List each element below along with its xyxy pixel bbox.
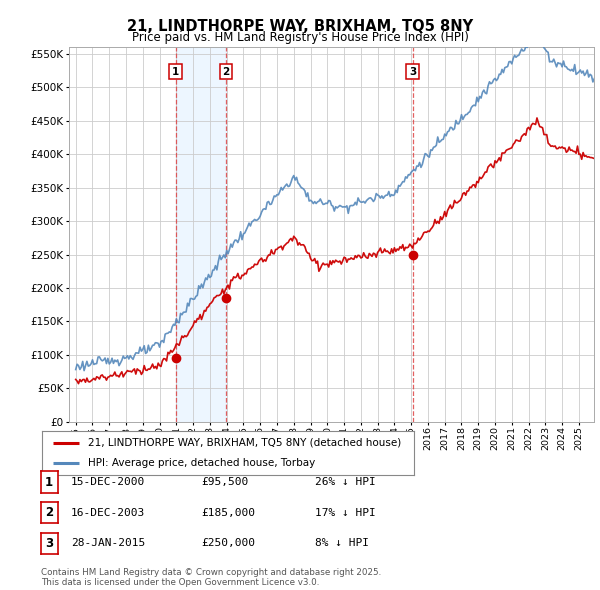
Bar bbox=[176, 47, 226, 422]
Text: £250,000: £250,000 bbox=[201, 539, 255, 548]
Text: 8% ↓ HPI: 8% ↓ HPI bbox=[315, 539, 369, 548]
Text: Contains HM Land Registry data © Crown copyright and database right 2025.
This d: Contains HM Land Registry data © Crown c… bbox=[41, 568, 381, 587]
Text: 15-DEC-2000: 15-DEC-2000 bbox=[71, 477, 145, 487]
Text: 2: 2 bbox=[223, 67, 230, 77]
Text: 17% ↓ HPI: 17% ↓ HPI bbox=[315, 508, 376, 517]
Text: 2: 2 bbox=[45, 506, 53, 519]
Text: 3: 3 bbox=[409, 67, 416, 77]
Text: 3: 3 bbox=[45, 537, 53, 550]
Text: 1: 1 bbox=[45, 476, 53, 489]
Text: £185,000: £185,000 bbox=[201, 508, 255, 517]
Text: HPI: Average price, detached house, Torbay: HPI: Average price, detached house, Torb… bbox=[89, 458, 316, 468]
Text: 28-JAN-2015: 28-JAN-2015 bbox=[71, 539, 145, 548]
Text: 26% ↓ HPI: 26% ↓ HPI bbox=[315, 477, 376, 487]
Text: 16-DEC-2003: 16-DEC-2003 bbox=[71, 508, 145, 517]
Text: £95,500: £95,500 bbox=[201, 477, 248, 487]
Text: 21, LINDTHORPE WAY, BRIXHAM, TQ5 8NY (detached house): 21, LINDTHORPE WAY, BRIXHAM, TQ5 8NY (de… bbox=[89, 438, 402, 448]
Text: 21, LINDTHORPE WAY, BRIXHAM, TQ5 8NY: 21, LINDTHORPE WAY, BRIXHAM, TQ5 8NY bbox=[127, 19, 473, 34]
Text: 1: 1 bbox=[172, 67, 179, 77]
Text: Price paid vs. HM Land Registry's House Price Index (HPI): Price paid vs. HM Land Registry's House … bbox=[131, 31, 469, 44]
